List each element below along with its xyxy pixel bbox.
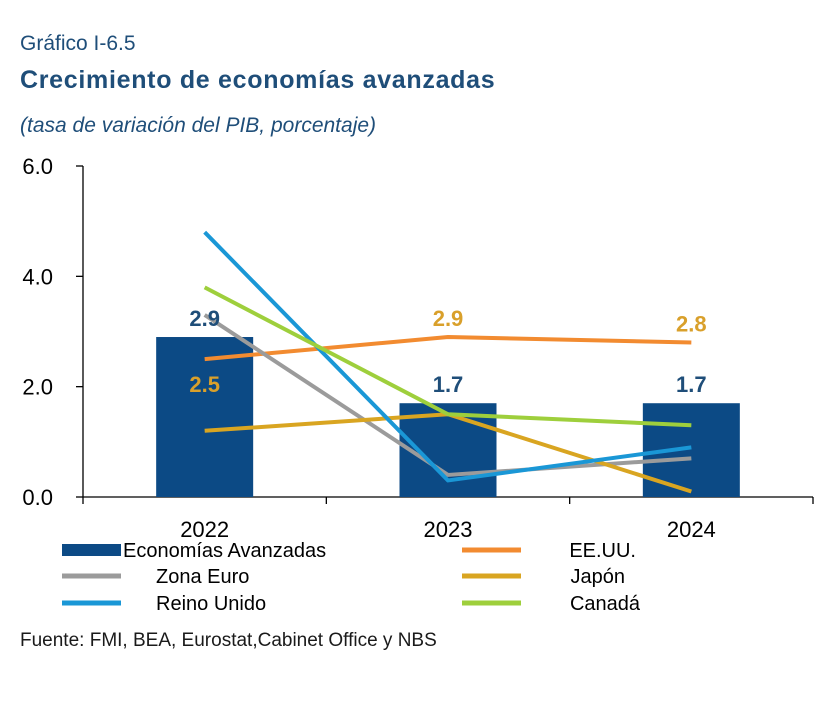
bar-value-label: 1.7 xyxy=(676,372,707,397)
legend-label-canad-: Canadá xyxy=(570,593,641,615)
chart-title: Crecimiento de economías avanzadas xyxy=(20,66,496,94)
bar-value-label: 1.7 xyxy=(433,372,464,397)
legend-label-zona-euro: Zona Euro xyxy=(156,566,249,588)
line-ee-uu- xyxy=(204,335,692,362)
legend-label-ee-uu-: EE.UU. xyxy=(569,540,636,562)
source-note: Fuente: FMI, BEA, Eurostat,Cabinet Offic… xyxy=(20,630,437,651)
chart-subtitle: (tasa de variación del PIB, porcentaje) xyxy=(20,114,377,137)
bar-value-label: 2.9 xyxy=(189,306,220,331)
chart-eyebrow: Gráfico I-6.5 xyxy=(20,32,136,55)
x-tick-label: 2023 xyxy=(424,517,473,542)
legend-label-reino-unido: Reino Unido xyxy=(156,593,266,615)
legend-swatch-econom-as-avanzadas xyxy=(62,544,121,556)
y-tick-label: 2.0 xyxy=(22,375,53,400)
line-reino-unido xyxy=(203,230,692,483)
y-tick-label: 4.0 xyxy=(22,264,53,289)
line-value-label: 2.8 xyxy=(676,312,707,337)
line-canad- xyxy=(203,285,692,428)
bar-economias-avanzadas-2022 xyxy=(156,337,254,497)
x-tick-label: 2022 xyxy=(180,517,229,542)
y-tick-label: 6.0 xyxy=(22,154,53,179)
legend-label-jap-n: Japón xyxy=(571,566,626,588)
legend-label-econom-as-avanzadas: Economías Avanzadas xyxy=(123,540,326,562)
line-value-label: 2.5 xyxy=(189,372,220,397)
y-tick-label: 0.0 xyxy=(22,485,53,510)
line-value-label: 2.9 xyxy=(433,306,464,331)
x-tick-label: 2024 xyxy=(667,517,716,542)
